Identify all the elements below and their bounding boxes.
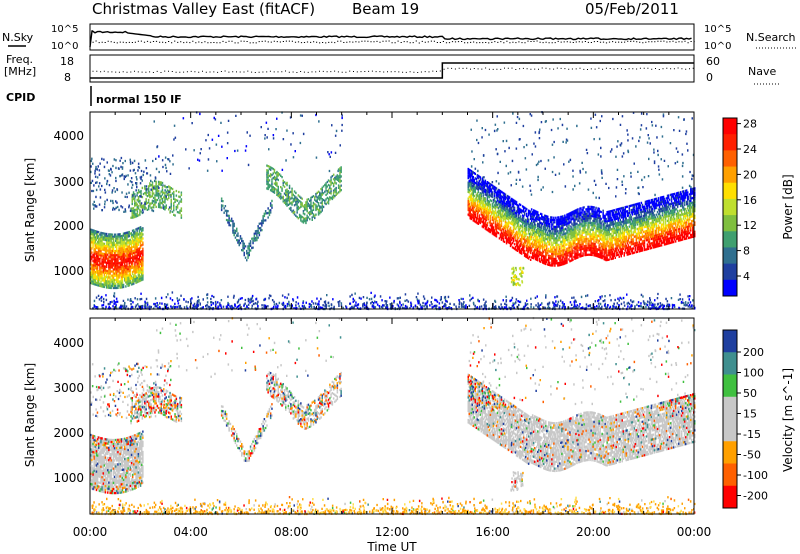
station-title: Christmas Valley East (fitACF) xyxy=(92,0,315,18)
velocity-cb-tick-label: 100 xyxy=(743,367,764,380)
nave-tick-60: 60 xyxy=(706,55,720,68)
power-ytick-2000: 2000 xyxy=(53,219,84,233)
power-colorbar-segment xyxy=(723,182,737,200)
velocity-colorbar-segment xyxy=(723,374,737,398)
power-ytick-3000: 3000 xyxy=(53,175,84,189)
freq-label-line1: Freq. xyxy=(6,53,33,66)
cpid-label: CPID xyxy=(6,91,35,104)
velocity-colorbar-segment xyxy=(723,441,737,464)
rti-cells xyxy=(90,201,695,279)
velocity-colorbar-segment xyxy=(723,419,737,442)
velocity-colorbar-segment xyxy=(723,352,737,375)
power-colorbar-segment xyxy=(723,166,737,184)
power-colorbar-ticks: 4 8 12 16 20 24 28 xyxy=(737,118,757,283)
power-colorbar-segment xyxy=(723,118,737,135)
freq-tick-8: 8 xyxy=(64,71,71,84)
power-cb-tick-label: 12 xyxy=(743,219,757,232)
power-cb-tick-label: 4 xyxy=(743,270,750,283)
velocity-ytick-2000: 2000 xyxy=(53,426,84,440)
beam-label: Beam 19 xyxy=(352,0,419,18)
velocity-colorbar-segment xyxy=(723,463,737,487)
cpid-mode: normal 150 IF xyxy=(96,93,182,106)
time-tick-label: 16:00 xyxy=(475,525,510,539)
velocity-cb-tick-label: -15 xyxy=(743,428,761,441)
time-tick-label: 12:00 xyxy=(375,525,410,539)
velocity-axis-ticks xyxy=(89,318,695,514)
velocity-cb-tick-label: -50 xyxy=(743,449,761,462)
velocity-colorbar xyxy=(723,330,737,509)
velocity-colorbar-segment xyxy=(723,330,737,353)
date-label: 05/Feb/2011 xyxy=(585,0,679,18)
noise-sky-label: N.Sky xyxy=(2,31,34,44)
velocity-cb-tick-label: -100 xyxy=(743,469,768,482)
time-tick-label: 00:00 xyxy=(73,525,108,539)
velocity-ytick-4000: 4000 xyxy=(53,336,84,350)
velocity-cb-tick-label: 15 xyxy=(743,408,757,421)
freq-tick-18: 18 xyxy=(60,55,74,68)
power-ytick-4000: 4000 xyxy=(53,129,84,143)
power-colorbar-segment xyxy=(723,198,737,216)
power-colorbar-segment xyxy=(723,134,737,151)
time-axis: 00:00 04:00 08:00 12:00 16:00 20:00 00:00 xyxy=(73,525,712,539)
velocity-colorbar-segment xyxy=(723,396,737,420)
time-tick-label: 00:00 xyxy=(677,525,712,539)
power-cb-tick-label: 20 xyxy=(743,168,757,181)
power-heatmap xyxy=(90,111,696,311)
freq-panel-frame xyxy=(89,54,695,83)
velocity-cb-tick-label: -200 xyxy=(743,490,768,503)
power-colorbar-segment xyxy=(723,247,737,265)
velocity-colorbar-label: Velocity [m s^-1] xyxy=(781,368,795,472)
power-ytick-1000: 1000 xyxy=(53,264,84,278)
power-axis-ticks xyxy=(89,112,695,309)
noise-panel-frame xyxy=(89,23,695,51)
noise-sky-trace xyxy=(89,30,692,48)
rti-cells xyxy=(93,112,696,311)
velocity-ylabel: Slant Range [km] xyxy=(23,363,37,467)
power-cb-tick-label: 16 xyxy=(743,194,757,207)
time-tick-label: 08:00 xyxy=(274,525,309,539)
rti-cells xyxy=(90,317,696,516)
power-colorbar-segment xyxy=(723,150,737,168)
nave-trace xyxy=(92,67,694,73)
velocity-ytick-1000: 1000 xyxy=(53,471,84,485)
noise-tick-low-right: 10^0 xyxy=(704,41,731,52)
nave-tick-0: 0 xyxy=(706,71,713,84)
power-cb-tick-label: 28 xyxy=(743,118,757,131)
power-colorbar xyxy=(723,118,737,297)
noise-search-trace xyxy=(92,40,695,44)
velocity-ytick-3000: 3000 xyxy=(53,381,84,395)
noise-search-label: N.Search xyxy=(746,31,796,44)
noise-traces xyxy=(89,30,695,48)
freq-traces xyxy=(90,62,694,79)
freq-trace xyxy=(90,62,694,79)
velocity-heatmap xyxy=(90,317,696,516)
noise-tick-high-left: 10^5 xyxy=(51,24,78,35)
power-colorbar-segment xyxy=(723,279,737,297)
velocity-cb-tick-label: 50 xyxy=(743,387,757,400)
rti-cells xyxy=(90,164,696,290)
power-colorbar-segment xyxy=(723,263,737,281)
noise-tick-low-left: 10^0 xyxy=(51,41,78,52)
velocity-cb-tick-label: 200 xyxy=(743,346,764,359)
power-ylabel: Slant Range [km] xyxy=(23,158,37,262)
time-tick-label: 04:00 xyxy=(173,525,208,539)
power-colorbar-segment xyxy=(723,231,737,248)
time-tick-label: 20:00 xyxy=(576,525,611,539)
noise-tick-high-right: 10^5 xyxy=(704,24,731,35)
velocity-colorbar-frame xyxy=(722,329,738,509)
freq-label-line2: [MHz] xyxy=(4,65,36,78)
power-cb-tick-label: 8 xyxy=(743,245,750,258)
power-colorbar-frame xyxy=(722,117,738,297)
nave-label: Nave xyxy=(748,65,776,78)
time-axis-label: Time UT xyxy=(366,540,417,554)
power-colorbar-segment xyxy=(723,215,737,232)
power-colorbar-label: Power [dB] xyxy=(781,174,795,239)
rti-cells xyxy=(92,496,695,516)
power-cb-tick-label: 24 xyxy=(743,143,757,156)
velocity-colorbar-segment xyxy=(723,485,737,509)
velocity-colorbar-ticks: 200 100 50 15 -15 -50 -100 -200 xyxy=(737,346,768,503)
